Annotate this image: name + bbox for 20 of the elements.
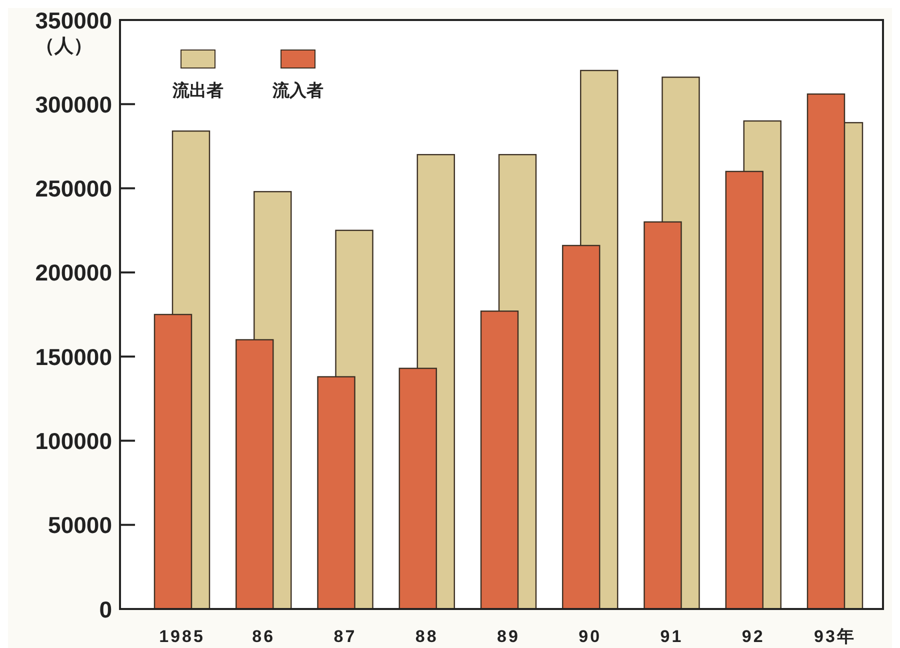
y-tick-label: 150000 bbox=[35, 344, 112, 370]
y-tick-label: 50000 bbox=[48, 512, 112, 538]
y-tick-label: 350000 bbox=[35, 7, 112, 34]
x-tick-label: 92 bbox=[742, 627, 765, 646]
legend-label: 流出者 bbox=[172, 81, 224, 100]
x-tick-label: 88 bbox=[415, 627, 438, 646]
x-tick-label: 90 bbox=[578, 627, 602, 646]
x-tick-label: 86 bbox=[252, 627, 276, 646]
y-axis-title: （人） bbox=[36, 36, 92, 57]
x-tick-label: 87 bbox=[334, 627, 357, 646]
y-tick-label: 200000 bbox=[35, 260, 112, 286]
y-tick-label: 250000 bbox=[35, 176, 112, 202]
legend-label: 流入者 bbox=[272, 81, 324, 100]
x-tick-label: 91 bbox=[660, 627, 684, 646]
x-tick-label: 89 bbox=[497, 627, 520, 646]
y-tick-label: 100000 bbox=[35, 428, 112, 454]
y-tick-label: 0 bbox=[99, 596, 112, 622]
x-tick-label: 1985 bbox=[159, 627, 205, 646]
y-tick-label: 300000 bbox=[35, 91, 112, 118]
x-tick-label: 93年 bbox=[814, 627, 856, 646]
